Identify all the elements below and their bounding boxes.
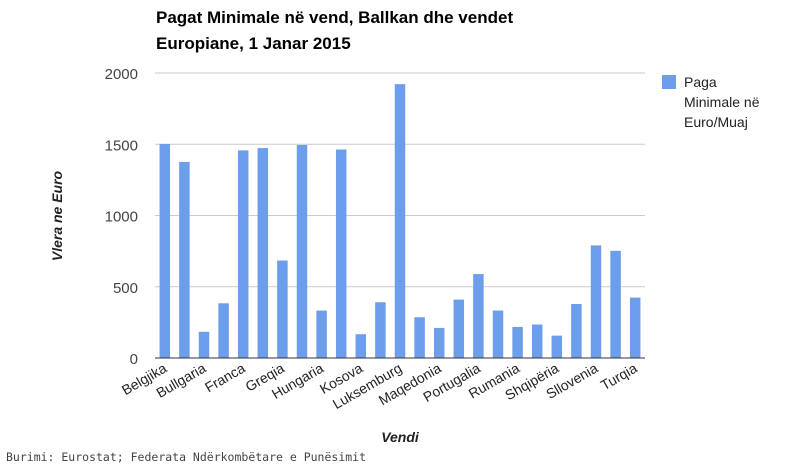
bar — [296, 144, 308, 358]
bar — [277, 260, 288, 358]
y-tick-label: 0 — [130, 351, 138, 368]
bar — [159, 143, 171, 358]
legend-label: Euro/Muaj — [684, 114, 748, 130]
bar — [375, 302, 386, 358]
y-tick-label: 1500 — [105, 137, 138, 154]
bar — [198, 331, 210, 358]
bar — [571, 303, 582, 358]
bar — [433, 327, 445, 358]
legend-label: Minimale në — [684, 94, 760, 110]
bar — [590, 245, 602, 358]
bar — [335, 149, 347, 358]
bar — [512, 326, 523, 358]
legend-label: Paga — [684, 74, 717, 90]
y-tick-label: 500 — [113, 280, 138, 297]
legend-swatch — [662, 75, 676, 89]
bar — [473, 274, 484, 358]
bar — [179, 161, 190, 358]
chart-title-line-1: Pagat Minimale në vend, Ballkan dhe vend… — [156, 8, 514, 27]
bar — [237, 150, 249, 358]
bar — [453, 299, 465, 358]
bar — [610, 250, 621, 358]
chart-title-line-2: Europiane, 1 Janar 2015 — [156, 34, 351, 53]
x-tick-label: Turqia — [598, 360, 640, 394]
bar — [531, 324, 543, 358]
y-axis-title: Vlera ne Euro — [49, 170, 65, 261]
x-axis-title: Vendi — [381, 429, 420, 445]
bar — [316, 310, 327, 358]
bar — [218, 303, 229, 358]
y-tick-label: 2000 — [105, 66, 138, 83]
x-tick-label: Franca — [202, 360, 248, 396]
y-tick-label: 1000 — [105, 209, 138, 226]
source-note: Burimi: Eurostat; Federata Ndërkombëtare… — [6, 450, 367, 464]
bar — [355, 334, 367, 358]
bar — [394, 84, 406, 359]
bar — [629, 297, 641, 358]
bar — [551, 335, 563, 358]
bar — [257, 148, 269, 358]
bar — [414, 317, 425, 358]
bar — [492, 310, 504, 358]
